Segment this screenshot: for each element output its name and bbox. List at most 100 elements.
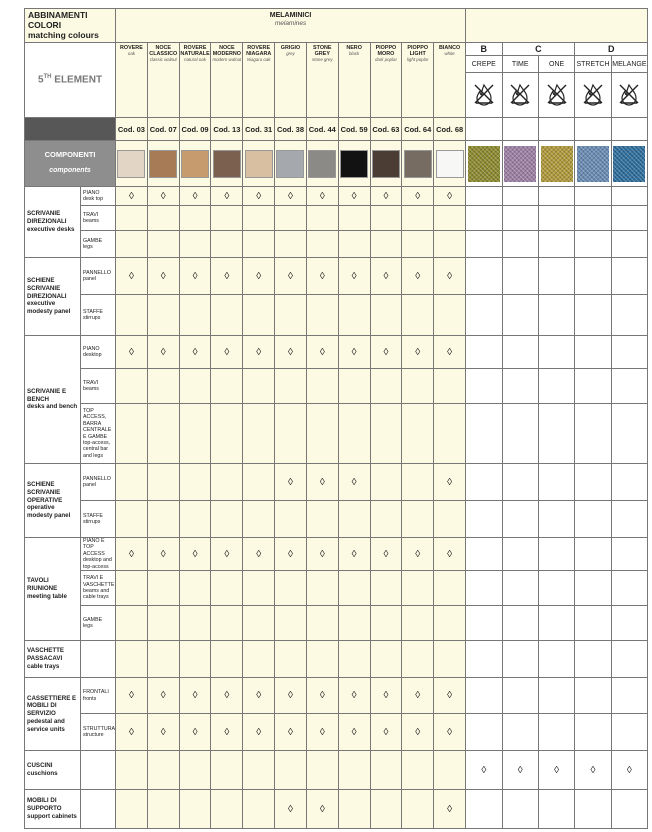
table-row: MOBILI DI SUPPORTO support cabinets ◊ ◊ ◊: [24, 789, 649, 829]
availability-cell: [537, 605, 576, 641]
availability-cell: ◊: [610, 750, 649, 790]
component-name: TOP ACCESS, BARRA CENTRALE E GAMBE: [83, 408, 112, 440]
availability-cell: [610, 403, 649, 464]
availability-cell: ◊: [146, 537, 180, 571]
melamine-name-text: BIANCO: [438, 45, 461, 51]
product-suffix: TH: [43, 74, 52, 81]
melamine-code: Cod. 13: [210, 117, 244, 141]
availability-cell: [501, 205, 539, 231]
availability-cell: ◊: [537, 750, 576, 790]
availability-cell: ◊: [242, 257, 276, 295]
melamines-title: MELAMINICI: [269, 12, 312, 19]
table-row: STAFFE stirrups: [25, 500, 649, 538]
availability-cell: [537, 230, 576, 258]
availability-cell: [337, 789, 371, 829]
availability-mark: ◊: [224, 346, 230, 358]
availability-cell: ◊: [210, 713, 244, 751]
component-translation: stirrups: [83, 315, 101, 321]
availability-cell: [610, 789, 649, 829]
swatch-cell: [146, 140, 180, 187]
availability-mark: ◊: [192, 690, 198, 701]
category: CASSETTIERE E MOBILI DI SERVIZIO pedestal…: [24, 677, 81, 751]
availability-cell: ◊: [337, 257, 371, 295]
melamine-translation: light poplar: [406, 57, 429, 63]
availability-mark: ◊: [351, 476, 357, 488]
availability-cell: [178, 294, 212, 336]
fabric-swatch: [504, 145, 537, 182]
availability-mark: ◊: [447, 346, 453, 358]
availability-mark: ◊: [383, 690, 389, 701]
availability-cell: [501, 335, 539, 369]
availability-cell: [465, 257, 503, 295]
melamine-translation: modern walnut: [212, 57, 242, 63]
availability-cell: [337, 570, 371, 606]
availability-cell: ◊: [369, 186, 403, 206]
melamine-code: Cod. 31: [242, 117, 276, 141]
availability-mark: ◊: [128, 346, 134, 358]
availability-cell: [210, 463, 244, 501]
melamine-name-text: NOCE MODERNO: [212, 45, 241, 58]
availability-cell: [178, 570, 212, 606]
availability-cell: [178, 640, 212, 678]
availability-cell: [337, 500, 371, 538]
availability-cell: [465, 789, 503, 829]
melamine-code: Cod. 59: [337, 117, 371, 141]
availability-cell: [501, 537, 539, 571]
availability-cell: [242, 463, 276, 501]
table-row: CUSCINI cuschions ◊ ◊ ◊ ◊ ◊: [24, 750, 649, 790]
availability-cell: [369, 640, 403, 678]
melamine-name-text: STONE GREY: [313, 45, 332, 58]
availability-cell: [465, 335, 503, 369]
availability-cell: ◊: [210, 537, 244, 571]
availability-cell: [433, 500, 467, 538]
availability-cell: [574, 403, 612, 464]
availability-cell: [610, 257, 649, 295]
availability-mark: ◊: [554, 764, 560, 776]
availability-cell: ◊: [401, 677, 435, 714]
availability-cell: ◊: [274, 335, 307, 369]
availability-cell: [610, 605, 649, 641]
component: GAMBE legs: [79, 605, 117, 641]
fabric-group: B: [465, 42, 503, 56]
melamine-translation: oak: [127, 51, 135, 57]
category-name: CUSCINI: [27, 762, 53, 770]
availability-mark: ◊: [160, 690, 166, 701]
component: PIANO E TOP ACCESS desktop and top-access: [79, 537, 117, 571]
availability-cell: [242, 205, 276, 231]
availability-cell: [146, 789, 180, 829]
availability-cell: ◊: [369, 677, 403, 714]
swatch-cell: [369, 140, 403, 187]
availability-cell: ◊: [178, 537, 212, 571]
availability-mark: ◊: [383, 270, 389, 282]
fabric-code-cell: [610, 117, 649, 141]
availability-cell: [401, 640, 435, 678]
availability-cell: [537, 403, 576, 464]
availability-cell: ◊: [305, 789, 339, 829]
availability-cell: [537, 500, 576, 538]
availability-mark: ◊: [160, 548, 166, 560]
availability-cell: [465, 713, 503, 751]
swatch-cell: [401, 140, 435, 187]
component-name: FRONTALI: [83, 689, 109, 696]
availability-cell: ◊: [433, 789, 467, 829]
component: TRAVI beams: [79, 368, 117, 404]
availability-cell: [210, 605, 244, 641]
category-name: TAVOLI RIUNIONE: [27, 577, 58, 593]
availability-cell: ◊: [242, 537, 276, 571]
availability-cell: [242, 570, 276, 606]
component-name: PIANO: [83, 345, 100, 352]
fabric-swatch: [540, 145, 573, 182]
table-row: SCRIVANIE E BENCH desks and bench PIANO des…: [24, 335, 649, 464]
availability-cell: [465, 537, 503, 571]
availability-mark: ◊: [447, 690, 453, 701]
availability-cell: [501, 640, 539, 678]
availability-cell: ◊: [369, 257, 403, 295]
category: MOBILI DI SUPPORTO support cabinets: [24, 789, 81, 829]
melamine-name: BIANCO white: [433, 42, 467, 118]
availability-cell: [433, 230, 467, 258]
availability-mark: ◊: [288, 690, 293, 701]
availability-cell: [178, 500, 212, 538]
code-header: [23, 117, 117, 141]
component-name: GAMBE: [83, 237, 103, 244]
fabric-name: STRETCH: [574, 55, 612, 73]
